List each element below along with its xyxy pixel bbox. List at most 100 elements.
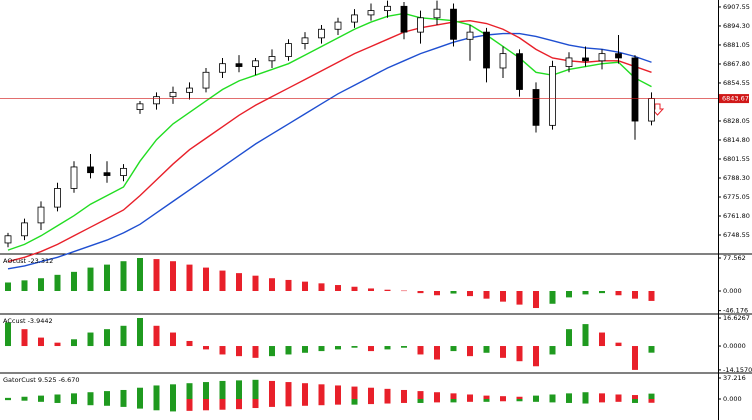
histogram-bar <box>5 322 11 347</box>
histogram-bar <box>38 395 44 400</box>
candle-body <box>483 31 490 69</box>
histogram-bar <box>203 399 209 411</box>
histogram-bar <box>516 346 523 362</box>
histogram-bar <box>648 399 655 403</box>
histogram-bar <box>632 291 638 299</box>
histogram-bar <box>582 324 589 347</box>
candle-body <box>120 167 127 176</box>
histogram-bar <box>384 399 391 404</box>
pane-title: AOcust -23.312 <box>3 257 53 265</box>
candle-body <box>21 222 28 237</box>
histogram-bar <box>269 278 275 291</box>
histogram-bar <box>500 399 506 402</box>
candle-body <box>450 8 457 40</box>
candle-body <box>103 172 111 176</box>
histogram-bar <box>120 389 127 400</box>
histogram-bar <box>368 288 374 291</box>
histogram-bar <box>351 286 358 291</box>
y-tick-label: 6907.55 <box>723 3 750 11</box>
histogram-bar <box>483 399 490 402</box>
histogram-bar <box>450 346 457 352</box>
histogram-bar <box>533 395 539 400</box>
y-tick-label: 0.000 <box>723 395 742 403</box>
histogram-bar <box>632 346 638 370</box>
histogram-bar <box>434 346 440 360</box>
histogram-bar <box>384 289 391 291</box>
histogram-bar <box>219 270 226 291</box>
candle-body <box>136 103 144 110</box>
histogram-bar <box>203 267 209 291</box>
histogram-bar <box>54 342 61 347</box>
candle-body <box>351 14 358 23</box>
histogram-bar <box>582 399 589 404</box>
histogram-bar <box>533 346 539 367</box>
histogram-bar <box>54 399 61 403</box>
candle-body <box>153 96 160 105</box>
histogram-bar <box>582 291 589 295</box>
histogram-bar <box>137 257 143 291</box>
candle-body <box>417 17 424 33</box>
histogram-bar <box>335 285 341 291</box>
histogram-bar <box>335 399 341 405</box>
histogram-bar <box>450 393 457 400</box>
histogram-bar <box>71 339 77 347</box>
histogram-bar <box>87 392 94 400</box>
histogram-bar <box>335 346 341 350</box>
histogram-bar <box>417 399 424 403</box>
histogram-bar <box>170 399 176 412</box>
candle-body <box>186 87 193 93</box>
candle-body <box>301 37 309 45</box>
candle-body <box>367 10 375 16</box>
histogram-bar <box>434 392 440 400</box>
histogram-bar <box>302 346 308 353</box>
histogram-bar <box>5 282 11 291</box>
histogram-bar <box>236 380 242 400</box>
histogram-bar <box>170 261 176 291</box>
histogram-bar <box>137 387 143 400</box>
histogram-bar <box>285 382 292 400</box>
histogram-bar <box>615 291 622 296</box>
histogram-bar <box>137 399 143 409</box>
histogram-bar <box>467 394 473 400</box>
histogram-bar <box>318 399 325 406</box>
histogram-bar <box>153 385 160 400</box>
histogram-bar <box>120 261 127 291</box>
histogram-bar <box>186 383 193 400</box>
histogram-bar <box>549 291 556 304</box>
histogram-bar <box>533 399 539 402</box>
histogram-bar <box>599 393 605 400</box>
histogram-bar <box>170 384 176 400</box>
histogram-bar <box>285 399 292 407</box>
candle-body <box>268 56 276 62</box>
histogram-bar <box>582 392 589 400</box>
histogram-bar <box>516 291 523 305</box>
y-tick-label: 6854.55 <box>723 79 750 87</box>
histogram-bar <box>203 346 209 350</box>
histogram-bar <box>203 382 209 400</box>
candle-body <box>318 28 325 39</box>
histogram-bar <box>566 291 572 298</box>
histogram-bar <box>483 346 490 353</box>
histogram-bar <box>368 399 374 405</box>
histogram-bar <box>632 399 638 403</box>
histogram-bar <box>351 399 358 405</box>
histogram-bar <box>186 399 193 411</box>
candle-body <box>549 66 556 126</box>
y-tick-label: 6881.05 <box>723 41 750 49</box>
y-tick-label: -14.1570 <box>723 366 752 374</box>
histogram-bar <box>219 346 226 355</box>
histogram-bar <box>71 393 77 400</box>
histogram-bar <box>434 291 440 296</box>
histogram-bar <box>516 396 523 400</box>
histogram-bar <box>252 346 259 358</box>
y-tick-label: -46.176 <box>723 307 748 315</box>
y-tick-label: 6761.80 <box>723 212 750 220</box>
histogram-bar <box>236 346 242 357</box>
histogram-bar <box>467 291 473 297</box>
histogram-bar <box>285 279 292 291</box>
histogram-bar <box>401 290 407 292</box>
candle-body <box>334 21 342 30</box>
candle-body <box>631 57 639 122</box>
histogram-bar <box>219 399 226 410</box>
